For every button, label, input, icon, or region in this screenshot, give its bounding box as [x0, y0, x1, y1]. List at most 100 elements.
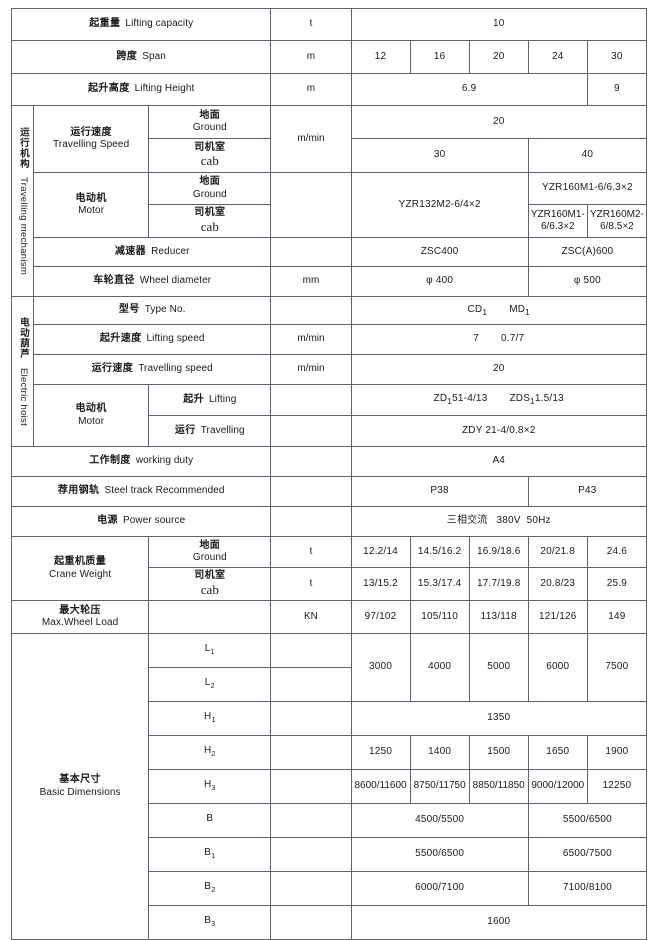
dimension-symbol-l2: L2 — [148, 667, 272, 702]
dimension-symbol-b1: B1 — [148, 837, 272, 872]
table-row-max-wheel-load: 最大轮压 Max.Wheel Load KN 97/102 105/110 11… — [10, 600, 648, 634]
value-type-no-a-sub: 1 — [482, 306, 488, 317]
value-dimension-h2-3: 1650 — [527, 735, 588, 770]
unit-lifting-capacity: t — [270, 8, 352, 41]
unit-wheel-diameter: mm — [270, 266, 352, 297]
unit-dimension-b — [270, 803, 352, 838]
table-row-travelling-speed-cab: 司机室 cab 30 40 — [12, 138, 648, 173]
unit-crane-weight-ground: t — [270, 536, 352, 568]
value-dimension-h3-1: 8750/11750 — [409, 769, 470, 804]
value-lifting-height-main: 6.9 — [350, 73, 588, 106]
value-crane-weight-cab-1: 15.3/17.4 — [409, 567, 470, 601]
value-hoist-motor-lifting-a-rest: 51-4/13 — [452, 393, 488, 405]
value-working-duty: A4 — [350, 446, 648, 477]
table-row-travelling-speed-ground: 运行机构 Travelling mechanism 运行速度 Travellin… — [10, 105, 648, 297]
value-dimension-h3-2: 8850/11850 — [468, 769, 529, 804]
value-hoist-travelling-speed: 20 — [350, 354, 648, 385]
value-dimension-h3-3: 9000/12000 — [527, 769, 588, 804]
row-label-max-wheel-load: 最大轮压 Max.Wheel Load — [10, 600, 150, 634]
table-row-dimension-b1: B1 5500/6500 6500/7500 — [12, 837, 648, 872]
row-label-travel-motor: 电动机 Motor — [33, 172, 150, 238]
value-crane-weight-cab-0: 13/15.2 — [350, 567, 411, 601]
row-label-span: 跨度 Span — [10, 40, 272, 74]
value-steel-track-right: P43 — [527, 476, 648, 507]
row-label-crane-weight: 起重机质量 Crane Weight — [10, 536, 150, 601]
dimension-symbol-h3: H3 — [148, 769, 272, 804]
dimension-symbol-h2: H2 — [148, 735, 272, 770]
value-dimension-b3: 1600 — [350, 905, 648, 940]
unit-dimension-h1 — [270, 701, 352, 736]
unit-lifting-height: m — [270, 73, 352, 106]
value-dimension-h1: 1350 — [350, 701, 648, 736]
value-dimension-b2-left: 6000/7100 — [350, 871, 529, 906]
row-label-hoist-motor: 电动机 Motor — [33, 384, 150, 447]
sublabel-crane-weight-cab: 司机室 cab — [148, 567, 272, 601]
sublabel-hoist-motor-lifting: 起升 Lifting — [148, 384, 272, 416]
value-max-wheel-load-4: 149 — [586, 600, 648, 634]
value-dimension-h2-1: 1400 — [409, 735, 470, 770]
sublabel-travel-motor-cab: 司机室 cab — [148, 204, 272, 238]
value-hoist-motor-lifting-b-rest: 1.5/13 — [534, 393, 564, 405]
value-span-1: 16 — [409, 40, 470, 74]
table-row-span: 跨度 Span m 12 16 20 24 30 — [10, 40, 648, 74]
unit-dimension-l2 — [270, 667, 352, 702]
table-row-power-source: 电源 Power source 三相交流 380V 50Hz — [10, 506, 648, 537]
value-crane-weight-ground-4: 24.6 — [586, 536, 648, 568]
unit-span: m — [270, 40, 352, 74]
unit-dimension-b3 — [270, 905, 352, 940]
value-crane-weight-ground-2: 16.9/18.6 — [468, 536, 529, 568]
value-dimension-h2-4: 1900 — [586, 735, 648, 770]
sublabel-travel-motor-ground: 地面 Ground — [148, 172, 272, 205]
unit-hoist-motor-lifting — [270, 384, 352, 416]
value-steel-track-left: P38 — [350, 476, 529, 507]
unit-crane-weight-cab: t — [270, 567, 352, 601]
value-type-no-b: MD — [509, 303, 526, 315]
table-row-crane-weight-ground: 起重机质量 Crane Weight 地面 Ground t 12.2/14 1… — [10, 536, 648, 601]
value-dimension-l-4: 7500 — [586, 633, 648, 702]
table-row-lifting-height: 起升高度 Lifting Height m 6.9 9 — [10, 73, 648, 106]
value-span-3: 24 — [527, 40, 588, 74]
value-lifting-height-last: 9 — [586, 73, 648, 106]
row-label-lifting-capacity: 起重量 Lifting capacity — [10, 8, 272, 41]
sublabel-crane-weight-ground: 地面 Ground — [148, 536, 272, 568]
value-hoist-motor-lifting-b-sub: 1 — [530, 396, 535, 407]
dimension-symbol-b: B — [148, 803, 272, 838]
value-crane-weight-cab-3: 20.8/23 — [527, 567, 588, 601]
unit-dimension-b1 — [270, 837, 352, 872]
value-max-wheel-load-1: 105/110 — [409, 600, 470, 634]
unit-travelling-speed: m/min — [270, 105, 352, 173]
value-max-wheel-load-0: 97/102 — [350, 600, 411, 634]
value-dimension-b1-right: 6500/7500 — [527, 837, 648, 872]
table-row-dimension-l1: 基本尺寸 Basic Dimensions L1 3000 4000 5000 … — [10, 633, 648, 940]
row-label-type-no: 型号 Type No. — [33, 296, 272, 325]
value-dimension-l-3: 6000 — [527, 633, 588, 702]
value-reducer-left: ZSC400 — [350, 237, 529, 267]
unit-hoist-lifting-speed: m/min — [270, 324, 352, 355]
value-crane-weight-ground-1: 14.5/16.2 — [409, 536, 470, 568]
table-row-dimension-h1: H1 1350 — [12, 701, 648, 736]
value-dimension-h2-2: 1500 — [468, 735, 529, 770]
unit-dimension-b2 — [270, 871, 352, 906]
value-travelling-speed-cab-right: 40 — [527, 138, 648, 173]
table-row-wheel-diameter: 车轮直径 Wheel diameter mm φ 400 φ 500 — [12, 266, 648, 297]
value-type-no-b-sub: 1 — [525, 306, 530, 317]
unit-hoist-travelling-speed: m/min — [270, 354, 352, 385]
value-span-2: 20 — [468, 40, 529, 74]
table-row-dimension-b: B 4500/5500 5500/6500 — [12, 803, 648, 838]
value-type-no: CD1 MD1 — [350, 296, 648, 325]
value-span-0: 12 — [350, 40, 411, 74]
value-crane-weight-cab-4: 25.9 — [586, 567, 648, 601]
value-hoist-motor-travelling: ZDY 21-4/0.8×2 — [350, 415, 648, 447]
unit-reducer — [270, 237, 352, 267]
group-label-travelling-mechanism: 运行机构 Travelling mechanism — [10, 105, 35, 297]
value-crane-weight-ground-3: 20/21.8 — [527, 536, 588, 568]
value-dimension-l-0: 3000 — [350, 633, 411, 702]
table-row-reducer: 减速器 Reducer ZSC400 ZSC(A)600 — [12, 237, 648, 267]
value-wheel-diameter-right: φ 500 — [527, 266, 648, 297]
value-travel-motor-right-top: YZR160M1-6/6.3×2 — [527, 172, 648, 205]
sublabel-travelling-speed-cab: 司机室 cab — [148, 138, 272, 173]
value-dimension-b1-left: 5500/6500 — [350, 837, 529, 872]
value-travelling-speed-ground: 20 — [350, 105, 648, 139]
spacer-max-wheel-load — [148, 600, 272, 634]
value-dimension-h3-0: 8600/11600 — [350, 769, 411, 804]
